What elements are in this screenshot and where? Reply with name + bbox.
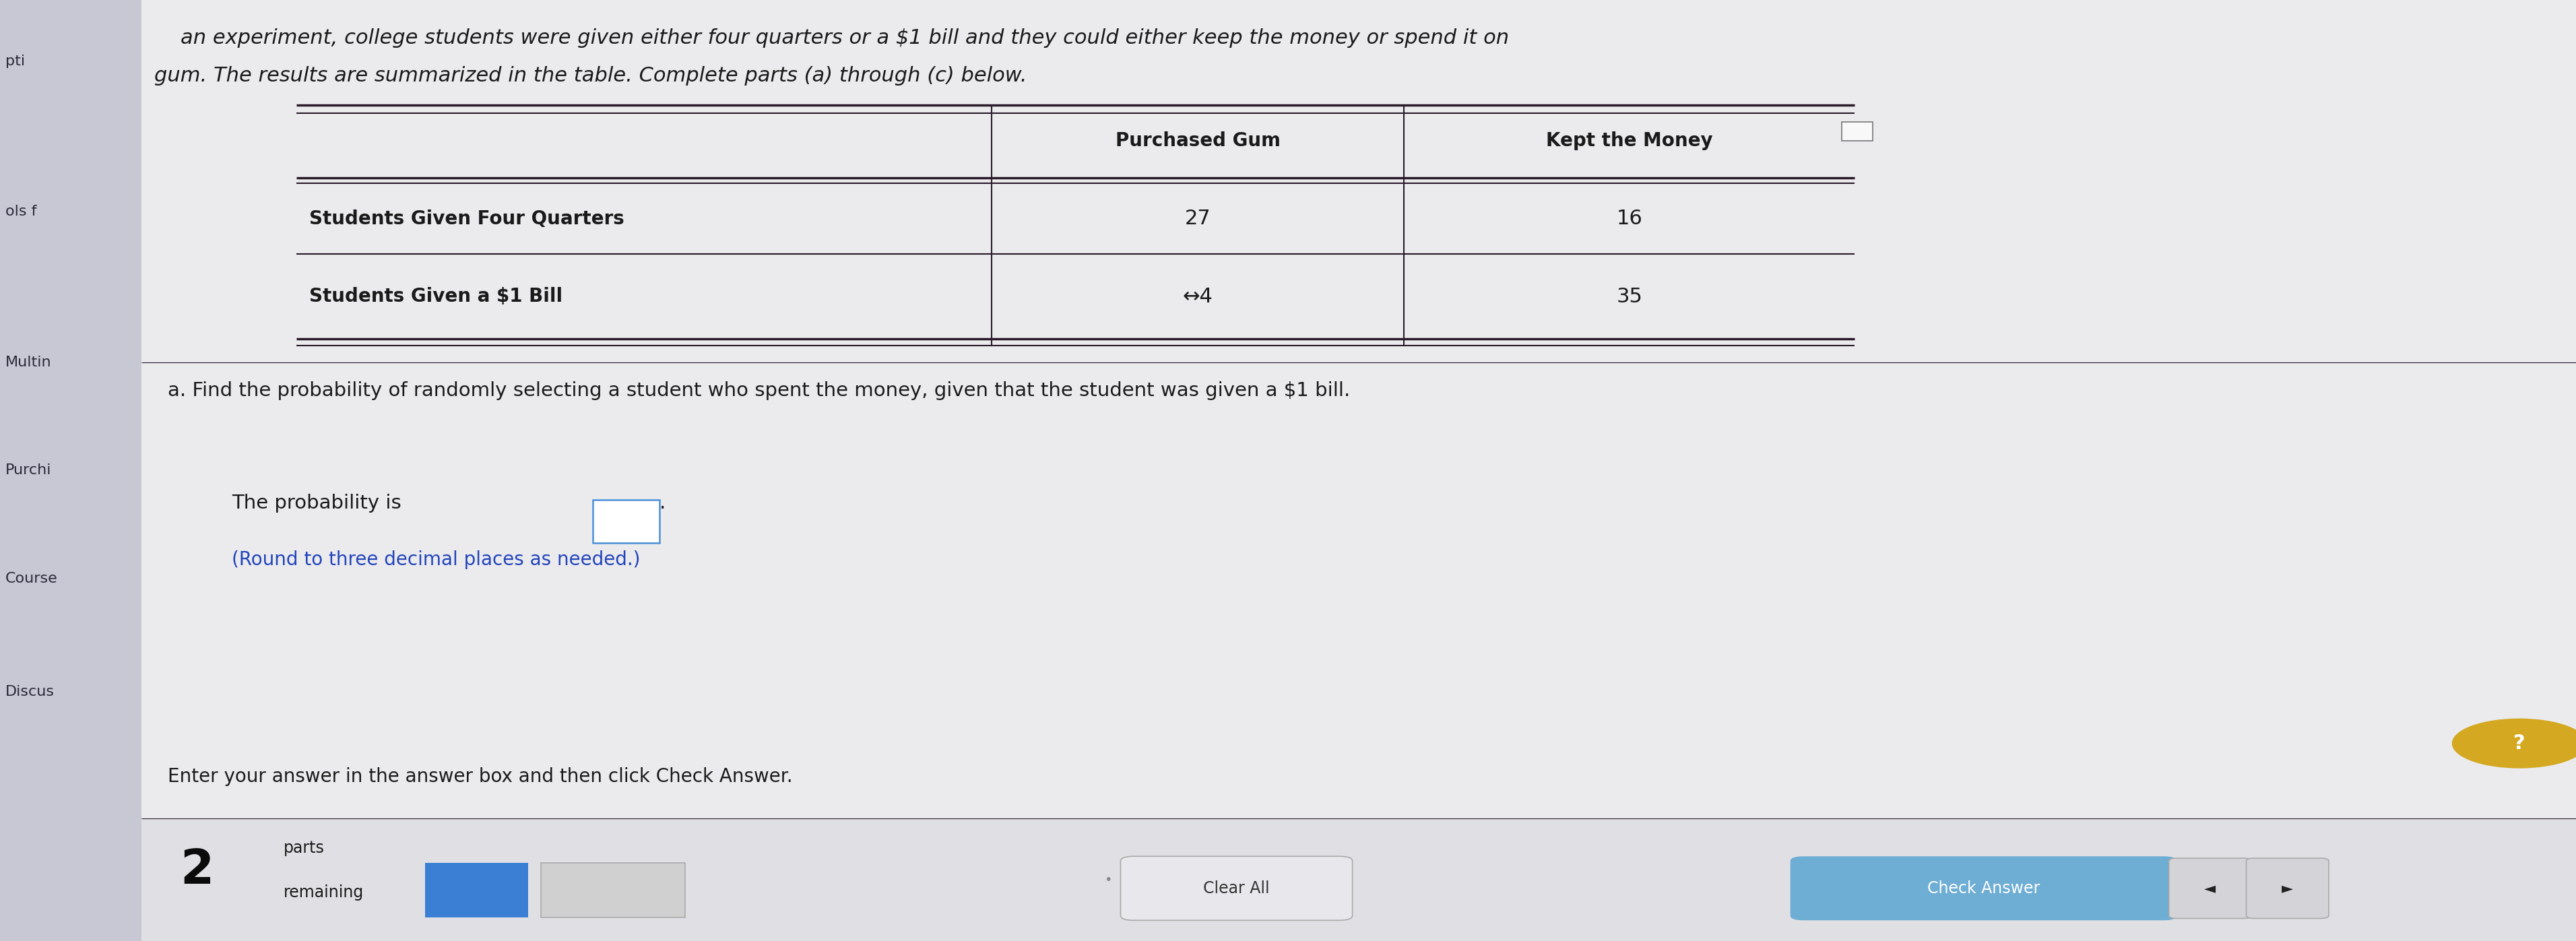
FancyBboxPatch shape	[2246, 858, 2329, 918]
Text: Students Given Four Quarters: Students Given Four Quarters	[309, 209, 623, 229]
Text: ?: ?	[2514, 734, 2524, 753]
Text: remaining: remaining	[283, 885, 363, 901]
Text: Discus: Discus	[5, 685, 54, 698]
Text: .: .	[659, 494, 665, 513]
Text: Check Answer: Check Answer	[1927, 880, 2040, 897]
Text: ols f: ols f	[5, 205, 36, 218]
Text: Students Given a $1 Bill: Students Given a $1 Bill	[309, 287, 562, 306]
Bar	[541, 863, 685, 917]
Text: pti: pti	[5, 55, 26, 68]
Bar	[0, 0, 142, 941]
Text: Purchi: Purchi	[5, 464, 52, 477]
Text: an experiment, college students were given either four quarters or a $1 bill and: an experiment, college students were giv…	[155, 28, 1510, 48]
Text: Enter your answer in the answer box and then click Check Answer.: Enter your answer in the answer box and …	[167, 767, 793, 786]
Text: ↔4: ↔4	[1182, 287, 1213, 306]
FancyBboxPatch shape	[592, 500, 659, 543]
Text: ►: ►	[2282, 882, 2293, 895]
Text: Multin: Multin	[5, 356, 52, 369]
Bar	[425, 863, 528, 917]
Bar	[1842, 121, 1873, 141]
Text: a. Find the probability of randomly selecting a student who spent the money, giv: a. Find the probability of randomly sele…	[167, 381, 1350, 400]
Text: 2: 2	[180, 847, 214, 894]
Bar	[142, 819, 2576, 941]
Text: gum. The results are summarized in the table. Complete parts (a) through (c) bel: gum. The results are summarized in the t…	[155, 66, 1028, 86]
Text: Course: Course	[5, 572, 57, 585]
Text: Purchased Gum: Purchased Gum	[1115, 131, 1280, 151]
FancyBboxPatch shape	[1790, 856, 2177, 920]
Circle shape	[2452, 719, 2576, 768]
Text: (Round to three decimal places as needed.): (Round to three decimal places as needed…	[232, 550, 641, 569]
FancyBboxPatch shape	[1121, 856, 1352, 920]
Text: 16: 16	[1615, 209, 1643, 229]
Text: ◄: ◄	[2205, 882, 2215, 895]
Text: •: •	[1105, 873, 1110, 886]
Text: Kept the Money: Kept the Money	[1546, 131, 1713, 151]
Text: parts: parts	[283, 840, 325, 856]
Text: 27: 27	[1185, 209, 1211, 229]
Text: 35: 35	[1615, 287, 1643, 306]
Text: The probability is: The probability is	[232, 494, 407, 513]
Text: Clear All: Clear All	[1203, 880, 1270, 897]
FancyBboxPatch shape	[2169, 858, 2251, 918]
